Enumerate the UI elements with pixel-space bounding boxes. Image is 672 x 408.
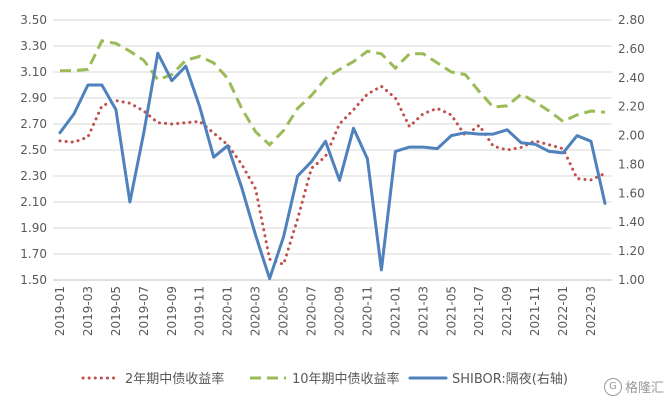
series-line-1	[58, 84, 607, 267]
y-axis-right: 2.80 2.60 2.40 2.20 2.00 1.80 1.60 1.40 1.20 1.00	[618, 13, 645, 287]
y-right-tick-label: 2.60	[618, 42, 645, 56]
y-left-tick-label: 3.30	[20, 39, 47, 53]
y-left-tick-label: 2.10	[20, 195, 47, 209]
legend-label-2: 10年期中债收益率	[292, 371, 400, 387]
x-tick-label: 2021-09	[500, 286, 514, 336]
y-left-tick-label: 2.30	[20, 169, 47, 183]
x-tick-label: 2019-01	[53, 286, 67, 336]
x-tick-label: 2020-07	[305, 286, 319, 336]
legend: 2年期中债收益率 10年期中债收益率 SHIBOR:隔夜(右轴)	[81, 371, 568, 387]
x-tick-label: 2019-07	[137, 286, 151, 336]
legend-label-1: 2年期中债收益率	[125, 371, 224, 387]
y-right-tick-label: 2.80	[618, 13, 645, 27]
x-tick-label: 2022-03	[584, 286, 598, 336]
x-tick-label: 2020-11	[360, 286, 374, 336]
legend-label-3: SHIBOR:隔夜(右轴)	[452, 372, 568, 387]
x-tick-label: 2020-09	[332, 286, 346, 336]
y-right-tick-label: 1.00	[618, 273, 645, 287]
x-tick-label: 2020-03	[249, 286, 263, 336]
brand-text: 格隆汇	[624, 381, 664, 396]
y-right-tick-label: 2.00	[618, 129, 645, 143]
x-tick-label: 2021-03	[416, 286, 430, 336]
x-tick-label: 2021-07	[472, 286, 486, 336]
y-left-tick-label: 1.50	[20, 273, 47, 287]
x-tick-label: 2019-11	[193, 286, 207, 336]
x-tick-label: 2022-01	[556, 286, 570, 336]
series-lines	[58, 39, 607, 281]
y-right-tick-label: 2.20	[618, 100, 645, 114]
y-left-tick-label: 1.90	[20, 221, 47, 235]
y-right-tick-label: 2.40	[618, 71, 645, 85]
brand-watermark: G 格隆汇	[603, 377, 664, 396]
x-tick-label: 2021-05	[444, 286, 458, 336]
y-right-tick-label: 1.80	[618, 157, 645, 171]
y-right-tick-label: 1.20	[618, 244, 645, 258]
y-left-tick-label: 2.90	[20, 91, 47, 105]
brand-logo-icon: G	[603, 377, 622, 396]
x-tick-label: 2019-05	[109, 286, 123, 336]
x-tick-label: 2020-01	[221, 286, 235, 336]
x-tick-label: 2021-11	[528, 286, 542, 336]
y-axis-left: 3.50 3.30 3.10 2.90 2.70 2.50 2.30 2.10 1.90 1.70…	[20, 13, 47, 287]
x-axis: 2019-01 2019-03 2019-05 2019-07 2019-09 2019-…	[53, 279, 612, 336]
x-tick-label: 2020-05	[277, 286, 291, 336]
y-right-tick-label: 1.40	[618, 215, 645, 229]
x-tick-label: 2019-03	[81, 286, 95, 336]
y-left-tick-label: 2.50	[20, 143, 47, 157]
y-left-tick-label: 1.70	[20, 247, 47, 261]
y-right-tick-label: 1.60	[618, 186, 645, 200]
series-line-3	[58, 51, 607, 281]
x-tick-label: 2021-01	[388, 286, 402, 336]
y-left-tick-label: 3.10	[20, 65, 47, 79]
y-left-tick-label: 3.50	[20, 13, 47, 27]
series-line-2	[60, 39, 606, 147]
x-tick-label: 2019-09	[165, 286, 179, 336]
y-left-tick-label: 2.70	[20, 117, 47, 131]
